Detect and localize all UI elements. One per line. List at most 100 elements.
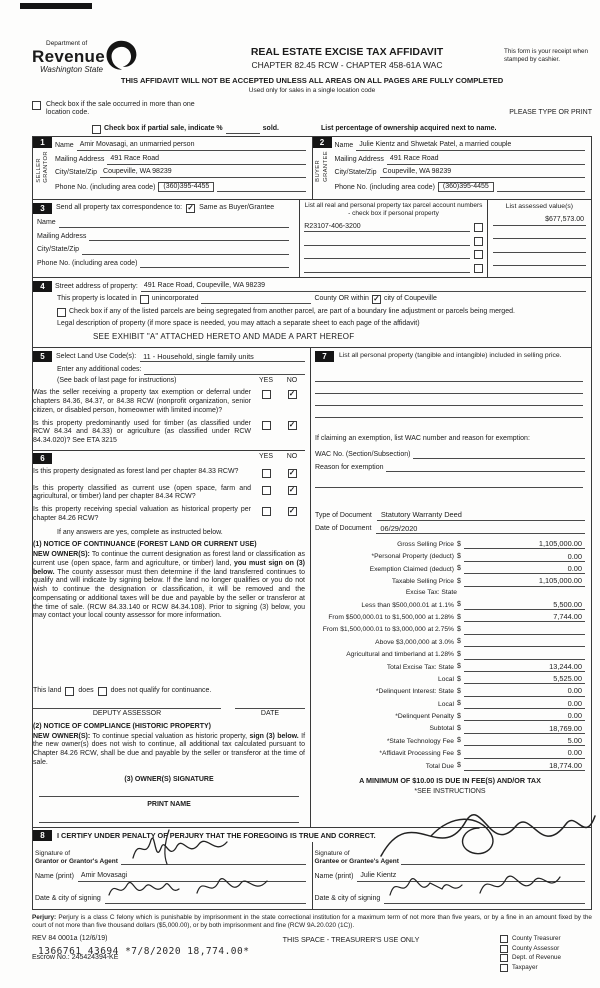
tax-row-value[interactable]: 5.00: [464, 736, 585, 747]
tax-row-value[interactable]: 18,769.00: [464, 724, 585, 734]
section-4-property: 4 Street address of property: 491 Race R…: [33, 278, 591, 348]
grantee-date-city-line[interactable]: [384, 875, 585, 905]
grantee-signature-line[interactable]: [379, 814, 596, 866]
tax-row: From $1,500,000.01 to $3,000,000 at 2.75…: [315, 622, 585, 635]
parcel-row: [304, 250, 483, 260]
tax-row-value[interactable]: 5,500.00: [464, 600, 585, 610]
corr-name-field[interactable]: [58, 218, 290, 228]
parcel-number-field[interactable]: [304, 237, 470, 246]
tax-row-value[interactable]: 7,744.00: [464, 612, 585, 623]
deputy-assessor-line[interactable]: [33, 708, 221, 710]
grantor-name-field[interactable]: Amir Movasagi: [77, 872, 306, 883]
buyer-phone-field[interactable]: (360)395-4455: [437, 181, 494, 193]
type-of-document-field[interactable]: Statutory Warranty Deed: [376, 510, 585, 521]
personal-property-line[interactable]: [315, 406, 583, 418]
same-as-buyer-checkbox[interactable]: ✓: [186, 202, 196, 213]
dollar-sign: $: [457, 762, 461, 770]
perjury-paragraph: Perjury: Perjury is a class C felony whi…: [32, 914, 592, 930]
personal-property-checkbox[interactable]: [473, 250, 483, 260]
seller-name-field[interactable]: Amir Movasagi, an unmarried person: [76, 141, 306, 152]
buyer-csz-field[interactable]: Coupeville, WA 98239: [379, 168, 585, 179]
tax-row-value[interactable]: 13,244.00: [464, 662, 585, 672]
parcel-number-field[interactable]: [304, 250, 470, 260]
assessed-value-field[interactable]: $677,573.00: [492, 216, 586, 226]
q4-yes-checkbox[interactable]: [261, 485, 271, 495]
personal-property-line[interactable]: [315, 394, 583, 406]
seller-phone-field[interactable]: (360)395-4455: [158, 181, 215, 193]
partial-sale-percent-field[interactable]: [225, 125, 260, 135]
assessed-row: [492, 257, 586, 267]
tax-row-value[interactable]: [464, 633, 585, 635]
dollar-sign: $: [457, 601, 461, 609]
segregated-checkbox[interactable]: [57, 307, 66, 317]
multi-location-checkbox[interactable]: [32, 100, 41, 110]
p1-text-a: To continue the current designation as f…: [33, 551, 305, 567]
land-use-label: Select Land Use Code(s):: [56, 352, 137, 360]
corr-phone-field[interactable]: [140, 258, 290, 269]
corr-address-field[interactable]: [89, 231, 290, 242]
q5-no-checkbox[interactable]: ✓: [287, 506, 297, 517]
tax-row-value[interactable]: 0.00: [464, 699, 585, 710]
copy-checkbox[interactable]: [500, 944, 508, 953]
land-does-not-checkbox[interactable]: [97, 687, 107, 697]
this-land-label: This land: [33, 687, 62, 695]
q1-no-checkbox[interactable]: ✓: [287, 389, 297, 400]
county-field[interactable]: [201, 295, 312, 304]
land-does-checkbox[interactable]: [65, 687, 75, 697]
q2-yes-checkbox[interactable]: [261, 420, 271, 430]
corr-csz-field[interactable]: [82, 245, 290, 255]
tax-row-value[interactable]: 1,105,000.00: [464, 576, 585, 587]
copy-checkbox[interactable]: [500, 954, 508, 963]
additional-codes-field[interactable]: [144, 366, 305, 375]
tax-row-value[interactable]: [464, 658, 585, 660]
tax-row-value[interactable]: 18,774.00: [464, 761, 585, 772]
personal-property-checkbox[interactable]: [473, 223, 483, 233]
grantor-date-city-line[interactable]: [104, 878, 306, 905]
copy-checkbox[interactable]: [500, 963, 508, 972]
assessed-value-field[interactable]: [492, 257, 586, 267]
print-name-line[interactable]: [39, 810, 299, 824]
personal-property-line[interactable]: [315, 382, 583, 394]
q1-text: Was the seller receiving a property tax …: [33, 389, 251, 414]
q5-yes-checkbox[interactable]: [261, 507, 271, 517]
tax-row-value[interactable]: 0.00: [464, 564, 585, 575]
assessed-value-field[interactable]: [492, 244, 586, 253]
tax-row-value[interactable]: 0.00: [464, 711, 585, 722]
reason-exemption-field[interactable]: [386, 463, 585, 473]
buyer-name-field[interactable]: Julie Kientz and Shwetak Patel, a marrie…: [356, 141, 585, 152]
parcel-number-field[interactable]: R23107-406-3200: [304, 223, 470, 233]
partial-sale-checkbox[interactable]: [92, 125, 101, 135]
tax-row-value[interactable]: 0.00: [464, 686, 585, 697]
tax-row-value[interactable]: 5,525.00: [464, 674, 585, 685]
buyer-address-field[interactable]: 491 Race Road: [386, 155, 585, 165]
personal-property-checkbox[interactable]: [473, 236, 483, 246]
q4-no-checkbox[interactable]: ✓: [287, 484, 297, 495]
tax-row-value[interactable]: [464, 646, 585, 648]
reason-exemption-line2[interactable]: [315, 476, 583, 489]
owners-signature-line[interactable]: [39, 784, 299, 798]
grantor-signature-line[interactable]: [121, 829, 306, 866]
copy-checkbox[interactable]: [500, 935, 508, 944]
q3-yes-checkbox[interactable]: [261, 468, 271, 478]
unincorporated-checkbox[interactable]: [139, 294, 149, 304]
seller-address-field[interactable]: 491 Race Road: [107, 155, 306, 165]
land-use-code-field[interactable]: 11 - Household, single family units: [140, 352, 305, 362]
parcel-number-field[interactable]: [304, 264, 470, 273]
date-of-document-field[interactable]: 06/29/2020: [376, 524, 585, 534]
city-checkbox[interactable]: ✓: [371, 293, 381, 304]
assessor-date-line[interactable]: [235, 708, 305, 710]
seller-csz-field[interactable]: Coupeville, WA 98239: [100, 168, 306, 179]
personal-property-line[interactable]: [315, 370, 583, 382]
tax-row-value[interactable]: 1,105,000.00: [464, 539, 585, 550]
q3-no-checkbox[interactable]: ✓: [287, 467, 297, 478]
tax-row-value[interactable]: 0.00: [464, 748, 585, 759]
personal-property-checkbox[interactable]: [473, 263, 483, 273]
wac-no-field[interactable]: [413, 450, 585, 460]
q2-no-checkbox[interactable]: ✓: [287, 419, 297, 430]
assessed-value-field[interactable]: [492, 230, 586, 240]
tax-row-value[interactable]: 0.00: [464, 552, 585, 562]
grantee-name-field[interactable]: Julie Kientz: [357, 872, 585, 883]
street-address-field[interactable]: 491 Race Road, Coupeville, WA 98239: [140, 282, 586, 292]
grantee-side-label: GRANTEE: [322, 150, 329, 182]
q1-yes-checkbox[interactable]: [261, 390, 271, 400]
